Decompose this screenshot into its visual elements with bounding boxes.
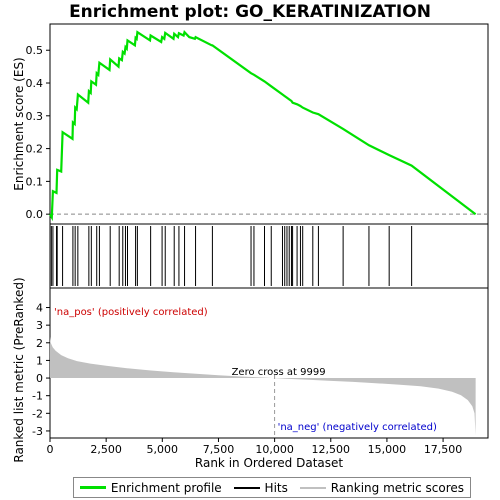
es-ytick-label: 0.2 [26, 143, 44, 156]
positive-correlation-label: 'na_pos' (positively correlated) [54, 307, 208, 318]
legend-item-rank: Ranking metric scores [299, 480, 465, 495]
metric-ytick-label: -3 [32, 425, 43, 438]
metric-y-label: Ranked list metric (PreRanked) [12, 277, 26, 462]
x-axis-label: Rank in Ordered Dataset [195, 456, 343, 470]
legend: Enrichment profile Hits Ranking metric s… [73, 477, 471, 498]
metric-ytick-label: 2 [36, 337, 43, 350]
x-tick-label: 0 [47, 443, 54, 456]
es-ytick-label: 0.5 [26, 44, 44, 57]
es-ytick-label: 0.4 [26, 77, 44, 90]
zero-cross-label: Zero cross at 9999 [232, 367, 326, 378]
legend-es-swatch [79, 486, 106, 489]
legend-rank-swatch [299, 486, 326, 489]
x-tick-label: 15,000 [368, 443, 407, 456]
legend-item-hits: Hits [233, 480, 288, 495]
rank-x-axis: 0 2,500 5,000 7,500 10,000 12,500 15,000 17,500 [47, 438, 463, 456]
legend-hits-label: Hits [264, 480, 288, 495]
x-tick-label: 7,500 [203, 443, 235, 456]
chart-title: Enrichment plot: GO_KERATINIZATION [69, 2, 431, 22]
hits-panel [49, 223, 489, 289]
hit-marks [50, 226, 413, 286]
x-tick-label: 5,000 [147, 443, 179, 456]
metric-y-axis: -3 -2 -1 0 1 2 3 4 [32, 302, 50, 438]
negative-correlation-label: 'na_neg' (negatively correlated) [278, 422, 437, 433]
metric-ytick-label: 3 [36, 319, 43, 332]
es-ytick-label: 0.3 [26, 110, 44, 123]
metric-ytick-label: 4 [36, 302, 43, 315]
legend-es-label: Enrichment profile [110, 480, 222, 495]
x-tick-label: 12,500 [312, 443, 351, 456]
metric-ytick-label: 1 [36, 354, 43, 367]
metric-ytick-label: -2 [32, 407, 43, 420]
legend-item-es: Enrichment profile [79, 480, 222, 495]
x-tick-label: 2,500 [90, 443, 122, 456]
metric-ytick-label: -1 [32, 390, 43, 403]
legend-rank-label: Ranking metric scores [330, 480, 465, 495]
es-ytick-label: 0.0 [26, 208, 44, 221]
legend-hits-swatch [233, 486, 260, 489]
es-panel [49, 23, 489, 225]
es-ytick-label: 0.1 [26, 175, 44, 188]
x-tick-label: 17,500 [424, 443, 463, 456]
es-y-axis: 0.0 0.1 0.2 0.3 0.4 0.5 [26, 44, 50, 221]
metric-ytick-label: 0 [36, 372, 43, 385]
es-y-label: Enrichment score (ES) [12, 57, 26, 190]
x-tick-label: 10,000 [255, 443, 294, 456]
enrichment-profile-line [49, 30, 477, 222]
es-series-line [49, 30, 477, 222]
